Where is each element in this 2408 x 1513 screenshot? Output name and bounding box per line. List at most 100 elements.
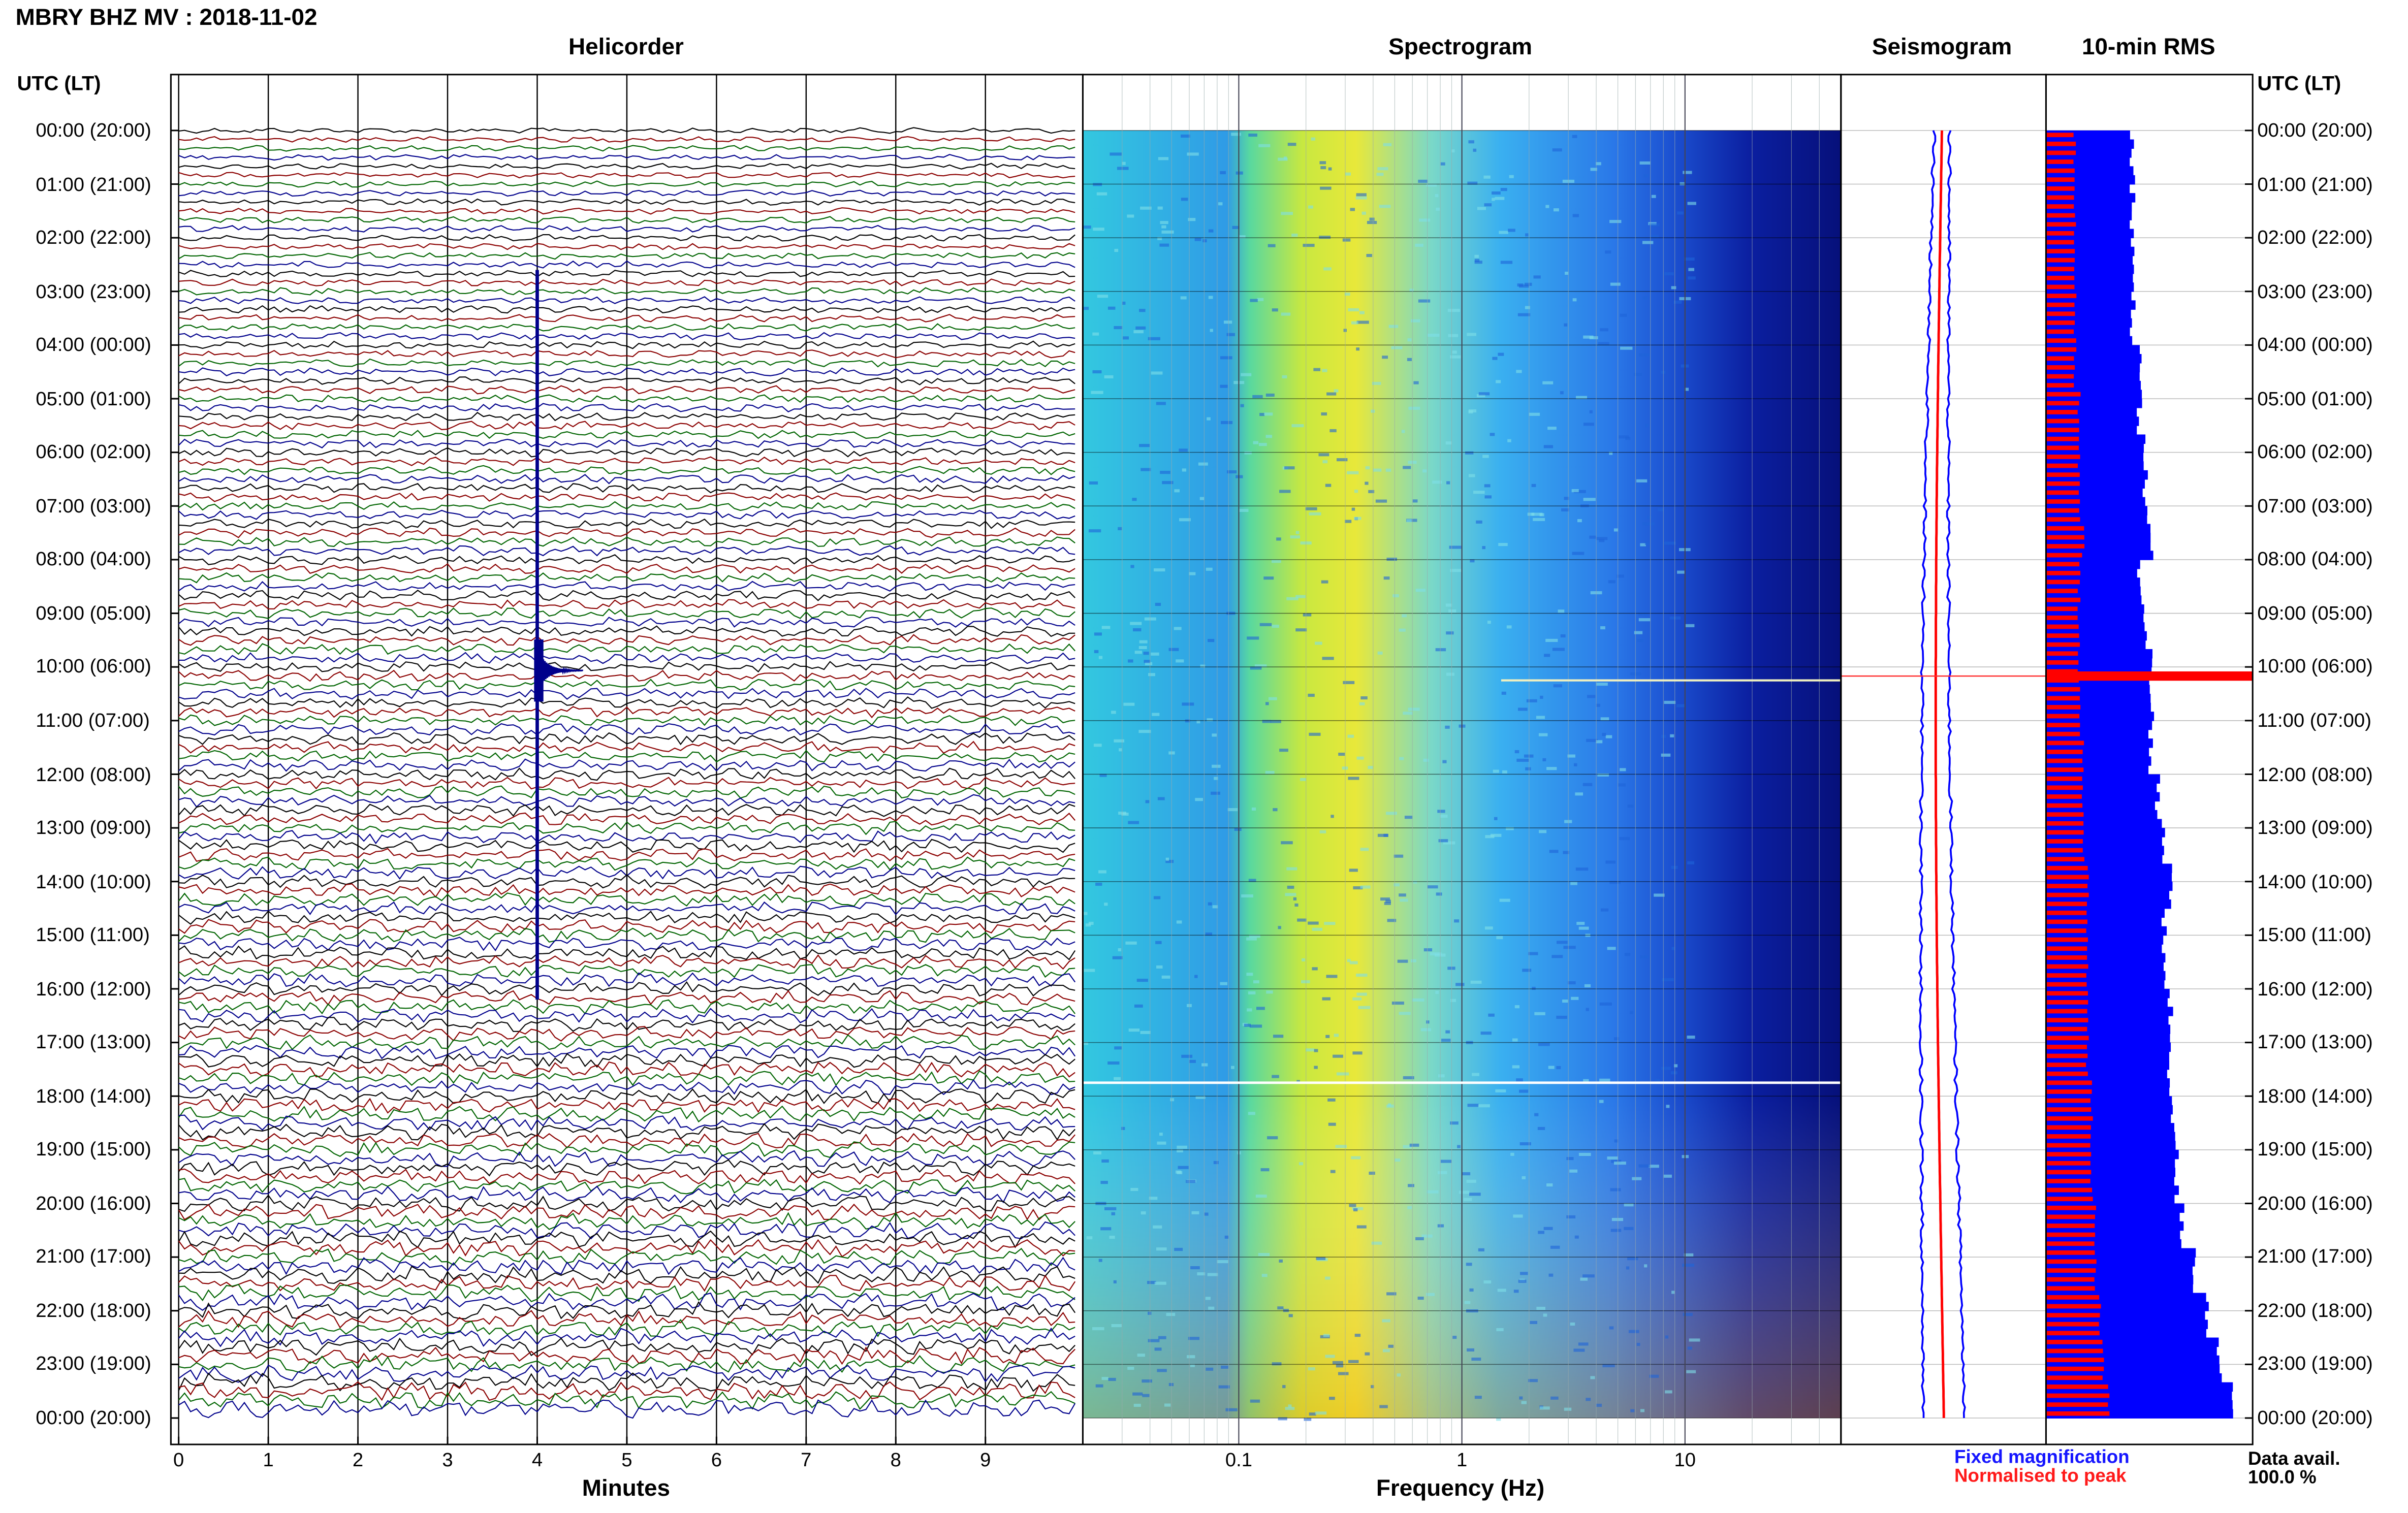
helicorder-trace	[178, 607, 1075, 619]
helicorder-trace	[178, 758, 1075, 772]
spectrogram-speckle	[1611, 1218, 1624, 1221]
spectrogram-speckle	[1384, 902, 1391, 905]
spectrogram-speckle	[1624, 1203, 1634, 1207]
spectrogram-speckle	[1420, 1028, 1432, 1032]
spectrogram-speckle	[1664, 272, 1674, 276]
spectrogram-speckle	[1540, 695, 1543, 699]
spectrogram-speckle	[1435, 194, 1439, 198]
rms-bar-normalised	[2046, 1348, 2103, 1354]
spectrogram-speckle	[1181, 198, 1188, 201]
spectrogram-speckle	[1084, 307, 1089, 310]
time-label-left: 14:00 (10:00)	[36, 871, 151, 893]
spectrogram-speckle	[1148, 1339, 1160, 1342]
rms-bar-normalised	[2046, 803, 2083, 808]
spectrogram-speckle	[1217, 1260, 1228, 1264]
spectrogram-speckle	[1665, 1390, 1672, 1394]
spectrogram-speckle	[1139, 640, 1148, 643]
rms-bar-normalised	[2046, 508, 2079, 513]
spectrogram-speckle	[1377, 167, 1388, 171]
spectrogram-speckle	[1440, 162, 1445, 166]
rms-bar-normalised	[2046, 275, 2075, 280]
rms-bar-normalised	[2046, 1411, 2110, 1416]
spectrogram-speckle	[1640, 1409, 1645, 1412]
spectrogram-speckle	[1442, 760, 1447, 763]
spectrogram-speckle	[1318, 453, 1329, 457]
spectrogram-speckle	[1586, 738, 1598, 742]
spectrogram-speckle	[1671, 947, 1675, 950]
spectrogram-speckle	[1549, 850, 1559, 853]
rms-bar-normalised	[2046, 1053, 2088, 1058]
helicorder-trace	[178, 145, 1075, 152]
spectrogram-speckle	[1671, 286, 1676, 289]
spectrogram-speckle	[1336, 1072, 1349, 1076]
spectrogram-speckle	[1265, 435, 1273, 438]
helicorder-trace	[178, 456, 1075, 466]
spectrogram-speckle	[1338, 752, 1345, 756]
spectrogram-speckle	[1632, 1177, 1642, 1180]
spectrogram-speckle	[1191, 1211, 1199, 1214]
spectrogram-speckle	[1583, 1079, 1589, 1082]
helicorder-trace	[178, 919, 1075, 934]
spectrogram-speckle	[1399, 893, 1406, 897]
spectrogram-speckle	[1684, 388, 1689, 391]
spectrogram-speckle	[1195, 1096, 1206, 1099]
spectrogram-speckle	[1506, 827, 1514, 830]
spectrogram-speckle	[1670, 734, 1674, 737]
spectrogram-speckle	[1352, 997, 1362, 1001]
rms-peak-bar	[2046, 671, 2253, 681]
spectrogram-speckle	[1682, 1263, 1694, 1267]
spectrogram-speckle	[1589, 535, 1596, 539]
rms-bar-normalised	[2046, 1036, 2089, 1041]
rms-bar-normalised	[2046, 705, 2081, 710]
helicorder-trace	[178, 1185, 1075, 1204]
spectrogram-speckle	[1598, 342, 1609, 345]
helicorder-tick-label: 1	[263, 1449, 274, 1471]
spectrogram-speckle	[1258, 443, 1267, 446]
time-label-right: 19:00 (15:00)	[2257, 1139, 2373, 1161]
spectrogram-speckle	[1422, 469, 1427, 473]
helicorder-trace	[178, 1327, 1075, 1347]
spectrogram-speckle	[1353, 886, 1363, 890]
time-label-left: 16:00 (12:00)	[36, 978, 151, 1000]
spectrogram-speckle	[1685, 624, 1695, 627]
spectrogram-speckle	[1093, 1151, 1102, 1155]
spectrogram-speckle	[1533, 275, 1541, 279]
spectrogram-speckle	[1151, 371, 1163, 375]
rms-bar-normalised	[2046, 1322, 2099, 1327]
spectrogram-speckle	[1607, 947, 1616, 950]
spectrogram-speckle	[1160, 471, 1170, 474]
spectrogram-speckle	[1354, 1334, 1361, 1337]
helicorder-trace	[178, 501, 1075, 511]
spectrogram-speckle	[1298, 1162, 1304, 1166]
spectrogram-speckle	[1644, 541, 1649, 545]
spectrogram-speckle	[1334, 1034, 1339, 1037]
rms-bar-normalised	[2046, 1197, 2093, 1202]
spectrogram-speckle	[1575, 867, 1589, 871]
time-label-left: 00:00 (20:00)	[36, 119, 151, 142]
rms-bar-normalised	[2046, 383, 2074, 388]
spectrogram-speckle	[1627, 1257, 1638, 1261]
spectrogram-speckle	[1425, 183, 1437, 187]
spectrogram-speckle	[1258, 144, 1271, 147]
rms-bar-normalised	[2046, 401, 2079, 406]
spectrogram-speckle	[1609, 881, 1621, 884]
helicorder-trace	[178, 848, 1075, 862]
spectrogram-speckle	[1174, 1247, 1183, 1251]
helicorder-trace	[178, 1292, 1075, 1311]
spectrogram-speckle	[1264, 412, 1273, 416]
spectrogram-speckle	[1348, 308, 1359, 312]
time-label-right: 11:00 (07:00)	[2257, 710, 2371, 732]
spectrogram-speckle	[1210, 329, 1213, 332]
spectrogram-speckle	[1265, 770, 1275, 774]
spectrogram-speckle	[1470, 559, 1475, 563]
spectrogram-speckle	[1608, 580, 1615, 584]
time-label-left: 13:00 (09:00)	[36, 817, 151, 839]
spectrogram-speckle	[1170, 1098, 1175, 1102]
rms-bar-normalised	[2046, 946, 2087, 951]
spectrogram-speckle	[1576, 396, 1588, 399]
spectrogram-speckle	[1620, 346, 1633, 350]
spectrogram-speckle	[1471, 1357, 1481, 1361]
spectrogram-speckle	[1155, 602, 1161, 606]
spectrogram-speckle	[1534, 1012, 1545, 1015]
spectrogram-speckle	[1322, 997, 1330, 1001]
